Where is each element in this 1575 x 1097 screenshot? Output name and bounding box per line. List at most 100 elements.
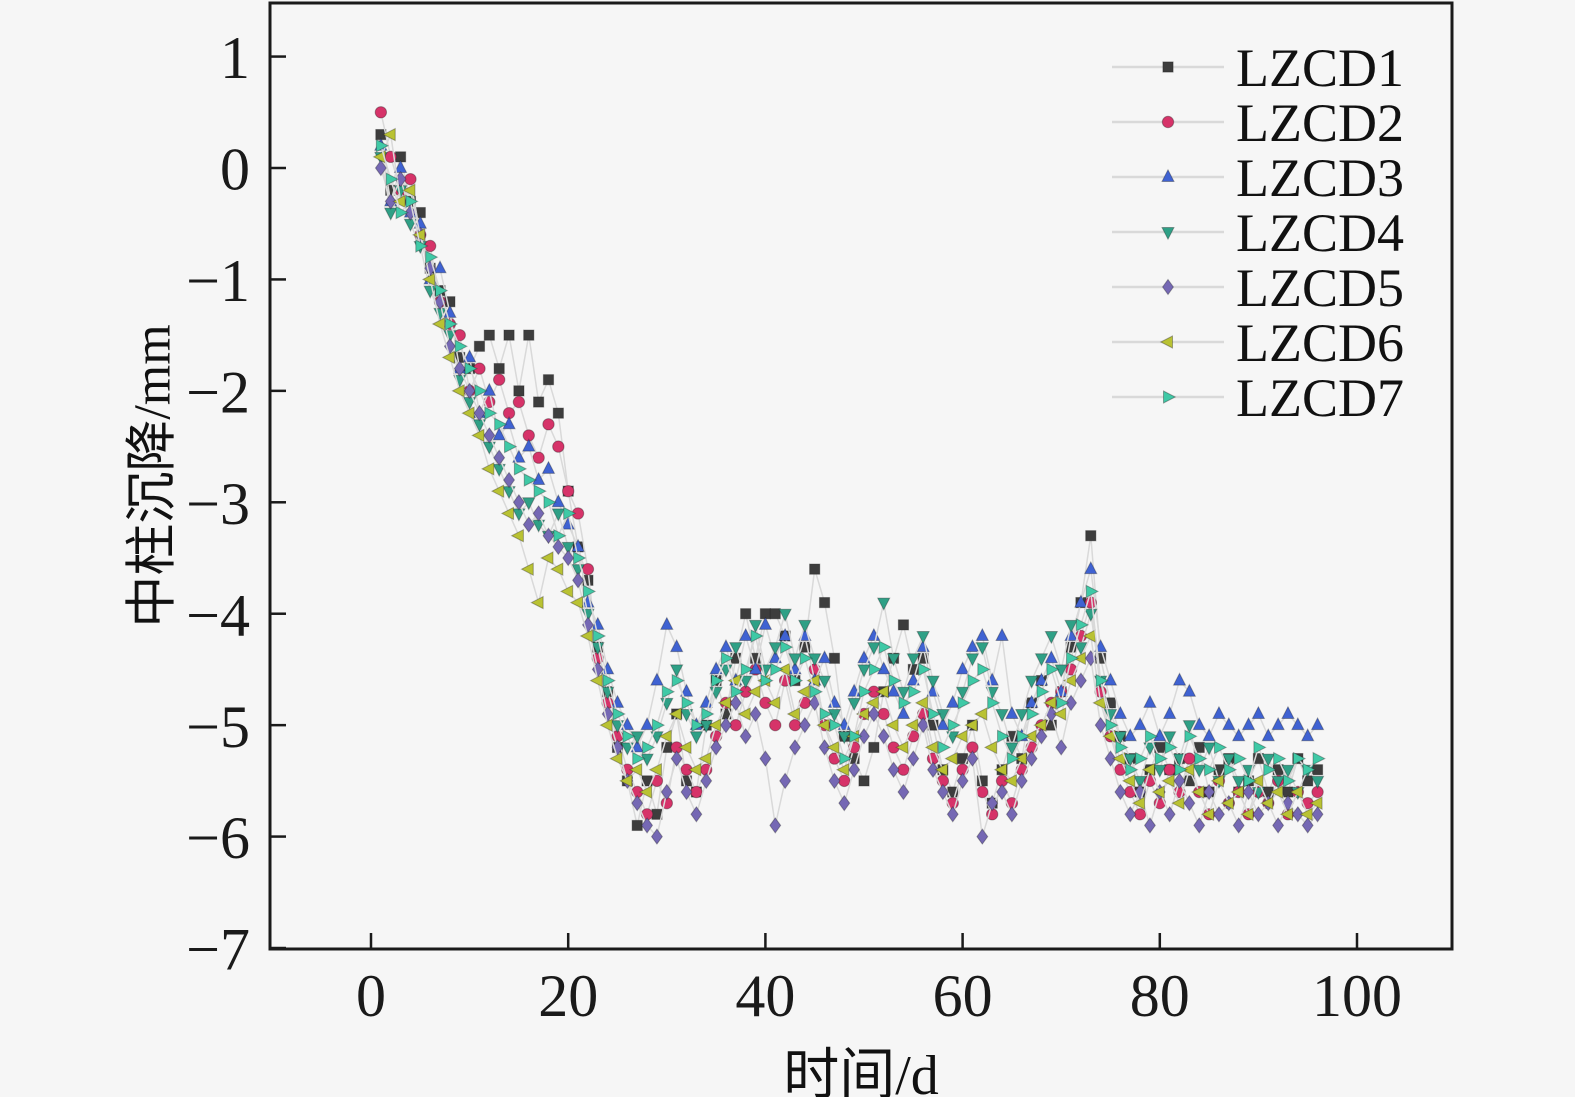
y-tick-label: −1	[186, 248, 250, 314]
triangle-down-marker	[886, 653, 901, 667]
triangle-right-marker	[819, 707, 833, 721]
triangle-left-marker	[964, 718, 978, 732]
triangle-up-marker	[1281, 705, 1295, 720]
triangle-up-marker	[492, 427, 506, 441]
triangle-left-marker	[1190, 785, 1205, 799]
circle-marker	[532, 451, 545, 464]
y-tick-label: −2	[186, 359, 250, 425]
diamond-marker	[729, 694, 742, 712]
triangle-right-marker	[760, 673, 774, 688]
triangle-right-marker	[1273, 751, 1287, 766]
triangle-right-marker	[829, 718, 843, 732]
diamond-marker	[463, 382, 476, 400]
triangle-up-marker	[896, 705, 911, 720]
triangle-right-marker	[770, 662, 784, 677]
series-line	[380, 131, 1319, 817]
triangle-right-marker	[1144, 729, 1159, 744]
triangle-up-marker	[1241, 716, 1256, 731]
triangle-right-marker	[444, 317, 459, 331]
triangle-up-marker	[1074, 594, 1088, 608]
x-tick-label: 60	[933, 963, 993, 1029]
triangle-up-marker	[876, 661, 891, 675]
triangle-up-marker	[1044, 649, 1059, 664]
triangle-left-marker	[520, 562, 534, 576]
triangle-right-marker	[1066, 651, 1080, 666]
legend-item-LZCD7: LZCD7	[1112, 368, 1404, 428]
triangle-left-marker	[1161, 774, 1175, 788]
triangle-down-marker	[1024, 675, 1039, 689]
triangle-down-marker	[689, 731, 704, 745]
diamond-marker	[1193, 817, 1206, 834]
triangle-left-marker	[885, 718, 899, 732]
triangle-left-marker	[471, 428, 485, 443]
triangle-right-marker	[868, 662, 883, 677]
triangle-right-marker	[799, 651, 814, 666]
triangle-right-marker	[1085, 584, 1100, 599]
triangle-down-marker	[916, 631, 930, 645]
legend-item-LZCD2: LZCD2	[1112, 93, 1404, 153]
triangle-right-marker	[385, 172, 400, 186]
triangle-left-marker	[865, 696, 879, 710]
triangle-left-marker	[1131, 796, 1146, 810]
triangle-right-marker	[1095, 673, 1109, 688]
triangle-up-marker	[965, 638, 980, 653]
triangle-right-marker	[622, 729, 636, 744]
triangle-left-marker	[697, 751, 712, 766]
diamond-marker	[927, 761, 940, 779]
diamond-marker	[936, 783, 949, 801]
triangle-down-marker	[827, 709, 842, 723]
triangle-left-marker	[550, 562, 564, 576]
triangle-right-marker	[1253, 740, 1267, 755]
diamond-marker	[1114, 783, 1127, 801]
triangle-right-marker	[1204, 762, 1218, 777]
legend-label: LZCD1	[1236, 38, 1404, 98]
diamond-marker	[1173, 772, 1186, 790]
diamond-marker	[680, 783, 693, 801]
triangle-right-marker	[612, 707, 626, 721]
triangle-left-marker	[628, 762, 643, 777]
triangle-down-marker	[1182, 720, 1197, 734]
diamond-marker	[956, 772, 969, 790]
triangle-down-marker	[1014, 709, 1029, 723]
diamond-marker	[1025, 750, 1038, 767]
triangle-left-marker	[382, 127, 396, 142]
diamond-marker	[877, 727, 890, 745]
triangle-right-marker	[789, 673, 804, 688]
triangle-right-marker	[1125, 762, 1139, 777]
square-marker	[542, 374, 555, 386]
y-tick-label: 1	[220, 25, 250, 91]
triangle-right-marker	[1154, 751, 1169, 766]
y-tick-label: −3	[186, 471, 250, 537]
triangle-left-marker	[1259, 796, 1274, 810]
triangle-right-marker	[1026, 707, 1040, 721]
triangle-right-marker	[918, 662, 932, 677]
triangle-right-marker	[701, 707, 715, 721]
triangle-up-marker	[433, 259, 447, 274]
triangle-left-marker	[579, 629, 593, 643]
legend-label: LZCD2	[1236, 93, 1404, 153]
triangle-left-marker	[1141, 762, 1155, 777]
diamond-marker	[1094, 716, 1107, 734]
triangle-right-marker	[898, 696, 912, 710]
square-marker	[828, 652, 841, 664]
series-LZCD2	[374, 106, 1324, 821]
triangle-down-marker	[867, 642, 881, 656]
triangle-right-marker	[1036, 684, 1050, 699]
legend-label: LZCD7	[1236, 368, 1404, 428]
triangle-left-marker	[678, 740, 692, 755]
triangle-right-marker	[720, 651, 735, 666]
triangle-up-marker	[1182, 683, 1197, 697]
diamond-marker	[966, 750, 979, 767]
triangle-right-marker	[543, 495, 557, 510]
triangle-up-marker	[1162, 705, 1177, 720]
diamond-marker	[641, 817, 654, 834]
triangle-right-marker	[1312, 751, 1326, 766]
triangle-up-marker	[886, 683, 901, 697]
series-line	[380, 156, 1319, 795]
diamond-marker	[1163, 805, 1176, 823]
triangle-right-marker	[1105, 718, 1119, 732]
triangle-up-marker	[1231, 727, 1246, 742]
triangle-right-marker	[1213, 740, 1228, 755]
triangle-up-marker	[531, 471, 546, 486]
triangle-right-marker	[1075, 618, 1090, 632]
